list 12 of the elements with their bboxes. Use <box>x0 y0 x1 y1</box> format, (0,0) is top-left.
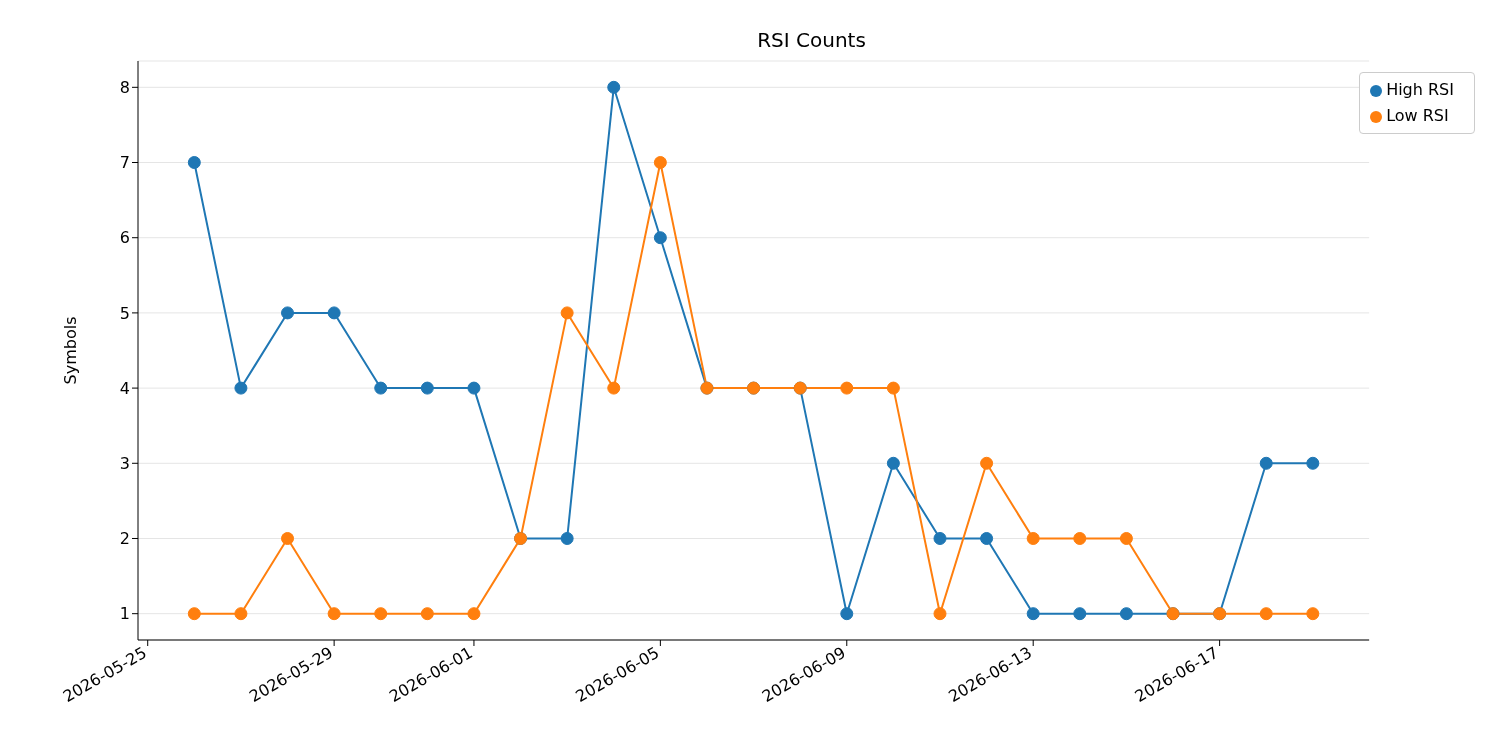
y-tick-label: 1 <box>119 604 130 624</box>
y-tick-label: 5 <box>119 303 130 323</box>
y-tick-label: 8 <box>119 78 130 97</box>
y-axis-title: Symbols <box>60 316 80 385</box>
y-tick-label: 6 <box>119 228 130 248</box>
legend-label: High RSI <box>1386 80 1454 99</box>
legend-label: Low RSI <box>1386 106 1449 125</box>
y-tick-label: 3 <box>119 453 130 473</box>
chart-title: RSI Counts <box>756 28 867 52</box>
y-tick-label: 2 <box>119 529 130 549</box>
y-tick-label: 4 <box>119 378 130 398</box>
y-tick-label: 7 <box>119 153 130 173</box>
